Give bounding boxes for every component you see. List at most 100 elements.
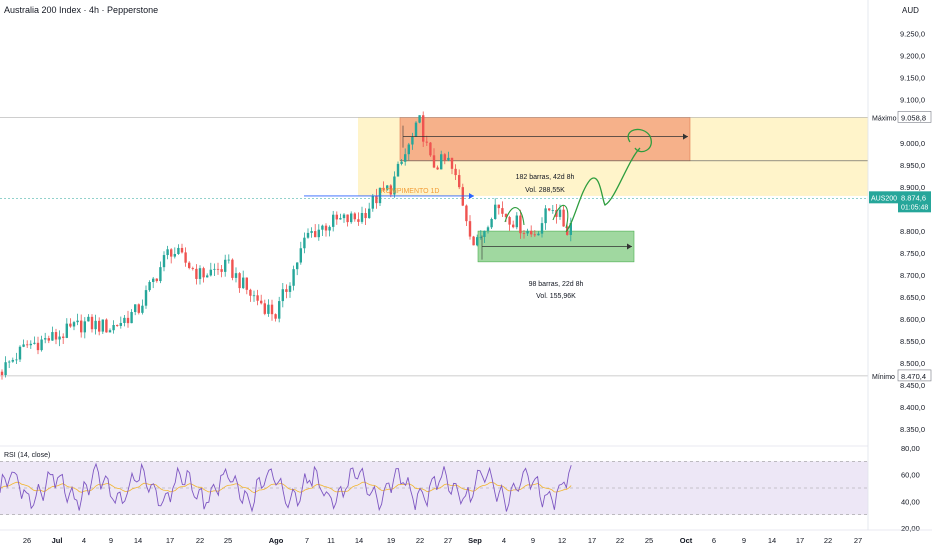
candle-body bbox=[245, 277, 248, 290]
time-tick: 19 bbox=[387, 536, 395, 545]
candle-body bbox=[458, 175, 461, 188]
candle-body bbox=[198, 268, 202, 279]
candle-body bbox=[317, 229, 320, 238]
candle bbox=[209, 262, 212, 277]
candle bbox=[407, 142, 410, 161]
candle bbox=[274, 313, 277, 322]
candle bbox=[108, 328, 112, 333]
candle bbox=[198, 265, 202, 285]
price-tick: 8.700,0 bbox=[900, 271, 925, 280]
candle bbox=[123, 315, 126, 327]
candle bbox=[418, 115, 421, 124]
min-value: 8.470,4 bbox=[901, 372, 926, 381]
candle bbox=[296, 262, 299, 276]
candle-body bbox=[375, 195, 378, 204]
max-value: 9.058,8 bbox=[901, 113, 926, 122]
candle-body bbox=[389, 185, 392, 195]
price-tick: 8.450,0 bbox=[900, 381, 925, 390]
candle-body bbox=[281, 289, 284, 302]
candle bbox=[447, 151, 450, 162]
candle-body bbox=[51, 332, 54, 341]
candle-body bbox=[173, 254, 176, 257]
time-tick: 4 bbox=[502, 536, 506, 545]
candle bbox=[548, 208, 551, 212]
candle-body bbox=[396, 163, 400, 177]
time-tick: 22 bbox=[196, 536, 204, 545]
candle-body bbox=[432, 155, 436, 168]
price-tick: 8.950,0 bbox=[900, 161, 925, 170]
candle bbox=[335, 211, 338, 225]
candle-body bbox=[332, 214, 335, 227]
candle-body bbox=[65, 323, 68, 338]
candle-body bbox=[22, 344, 25, 347]
candle bbox=[436, 165, 439, 170]
candle bbox=[72, 320, 76, 331]
candle bbox=[234, 267, 238, 283]
candle-body bbox=[29, 343, 32, 346]
candle-body bbox=[116, 325, 119, 326]
candle bbox=[404, 148, 407, 166]
candle-body bbox=[533, 234, 536, 236]
candle-body bbox=[180, 247, 184, 253]
candle-body bbox=[508, 217, 511, 225]
last-price-tag bbox=[898, 191, 931, 213]
time-tick: 22 bbox=[824, 536, 832, 545]
candle bbox=[166, 245, 169, 260]
candle-body bbox=[47, 338, 50, 341]
range-lower-vol: Vol. 155,96K bbox=[536, 293, 576, 300]
rsi-ma-line bbox=[0, 481, 572, 494]
candle-body bbox=[112, 325, 115, 331]
candle bbox=[551, 204, 554, 214]
candle-body bbox=[422, 115, 425, 142]
candles-layer bbox=[0, 111, 572, 380]
candle bbox=[195, 264, 198, 285]
candle-body bbox=[314, 231, 317, 238]
candle bbox=[47, 335, 50, 344]
candle bbox=[137, 303, 140, 315]
candle bbox=[188, 261, 191, 270]
candle bbox=[159, 261, 162, 284]
price-tick: 9.150,0 bbox=[900, 73, 925, 82]
candle-body bbox=[371, 195, 374, 209]
time-tick: 27 bbox=[854, 536, 862, 545]
candle-body bbox=[90, 316, 94, 330]
rsi-tick: 60,00 bbox=[901, 471, 920, 480]
time-tick: 9 bbox=[742, 536, 746, 545]
symbol-tag bbox=[869, 191, 898, 204]
candle-body bbox=[562, 209, 565, 227]
candle bbox=[346, 214, 349, 227]
candle-body bbox=[252, 295, 256, 297]
time-tick: 27 bbox=[444, 536, 452, 545]
candle bbox=[490, 217, 493, 230]
candle-body bbox=[94, 320, 97, 330]
candle bbox=[152, 276, 155, 289]
max-label: Máximo bbox=[872, 115, 897, 122]
candle bbox=[206, 273, 209, 278]
candle bbox=[400, 159, 403, 166]
candle bbox=[389, 184, 392, 198]
candle-body bbox=[15, 359, 18, 361]
price-tick: 8.900,0 bbox=[900, 183, 925, 192]
candle bbox=[317, 224, 320, 241]
candle bbox=[245, 277, 248, 295]
candle bbox=[443, 153, 446, 165]
candle-body bbox=[447, 157, 450, 161]
time-tick: 9 bbox=[531, 536, 535, 545]
candle-body bbox=[350, 213, 353, 223]
candle-body bbox=[162, 255, 166, 268]
candle bbox=[519, 209, 522, 239]
price-tick: 9.250,0 bbox=[900, 29, 925, 38]
candle bbox=[8, 360, 11, 369]
price-tick: 8.650,0 bbox=[900, 293, 925, 302]
candle-body bbox=[40, 339, 43, 351]
candle bbox=[130, 309, 133, 324]
candle bbox=[414, 121, 418, 137]
candle bbox=[260, 294, 263, 305]
time-tick: 12 bbox=[558, 536, 566, 545]
candle-body bbox=[418, 115, 421, 123]
candle bbox=[58, 330, 61, 347]
candle bbox=[324, 223, 328, 237]
head-loop-right bbox=[552, 204, 569, 229]
candle bbox=[0, 369, 4, 380]
